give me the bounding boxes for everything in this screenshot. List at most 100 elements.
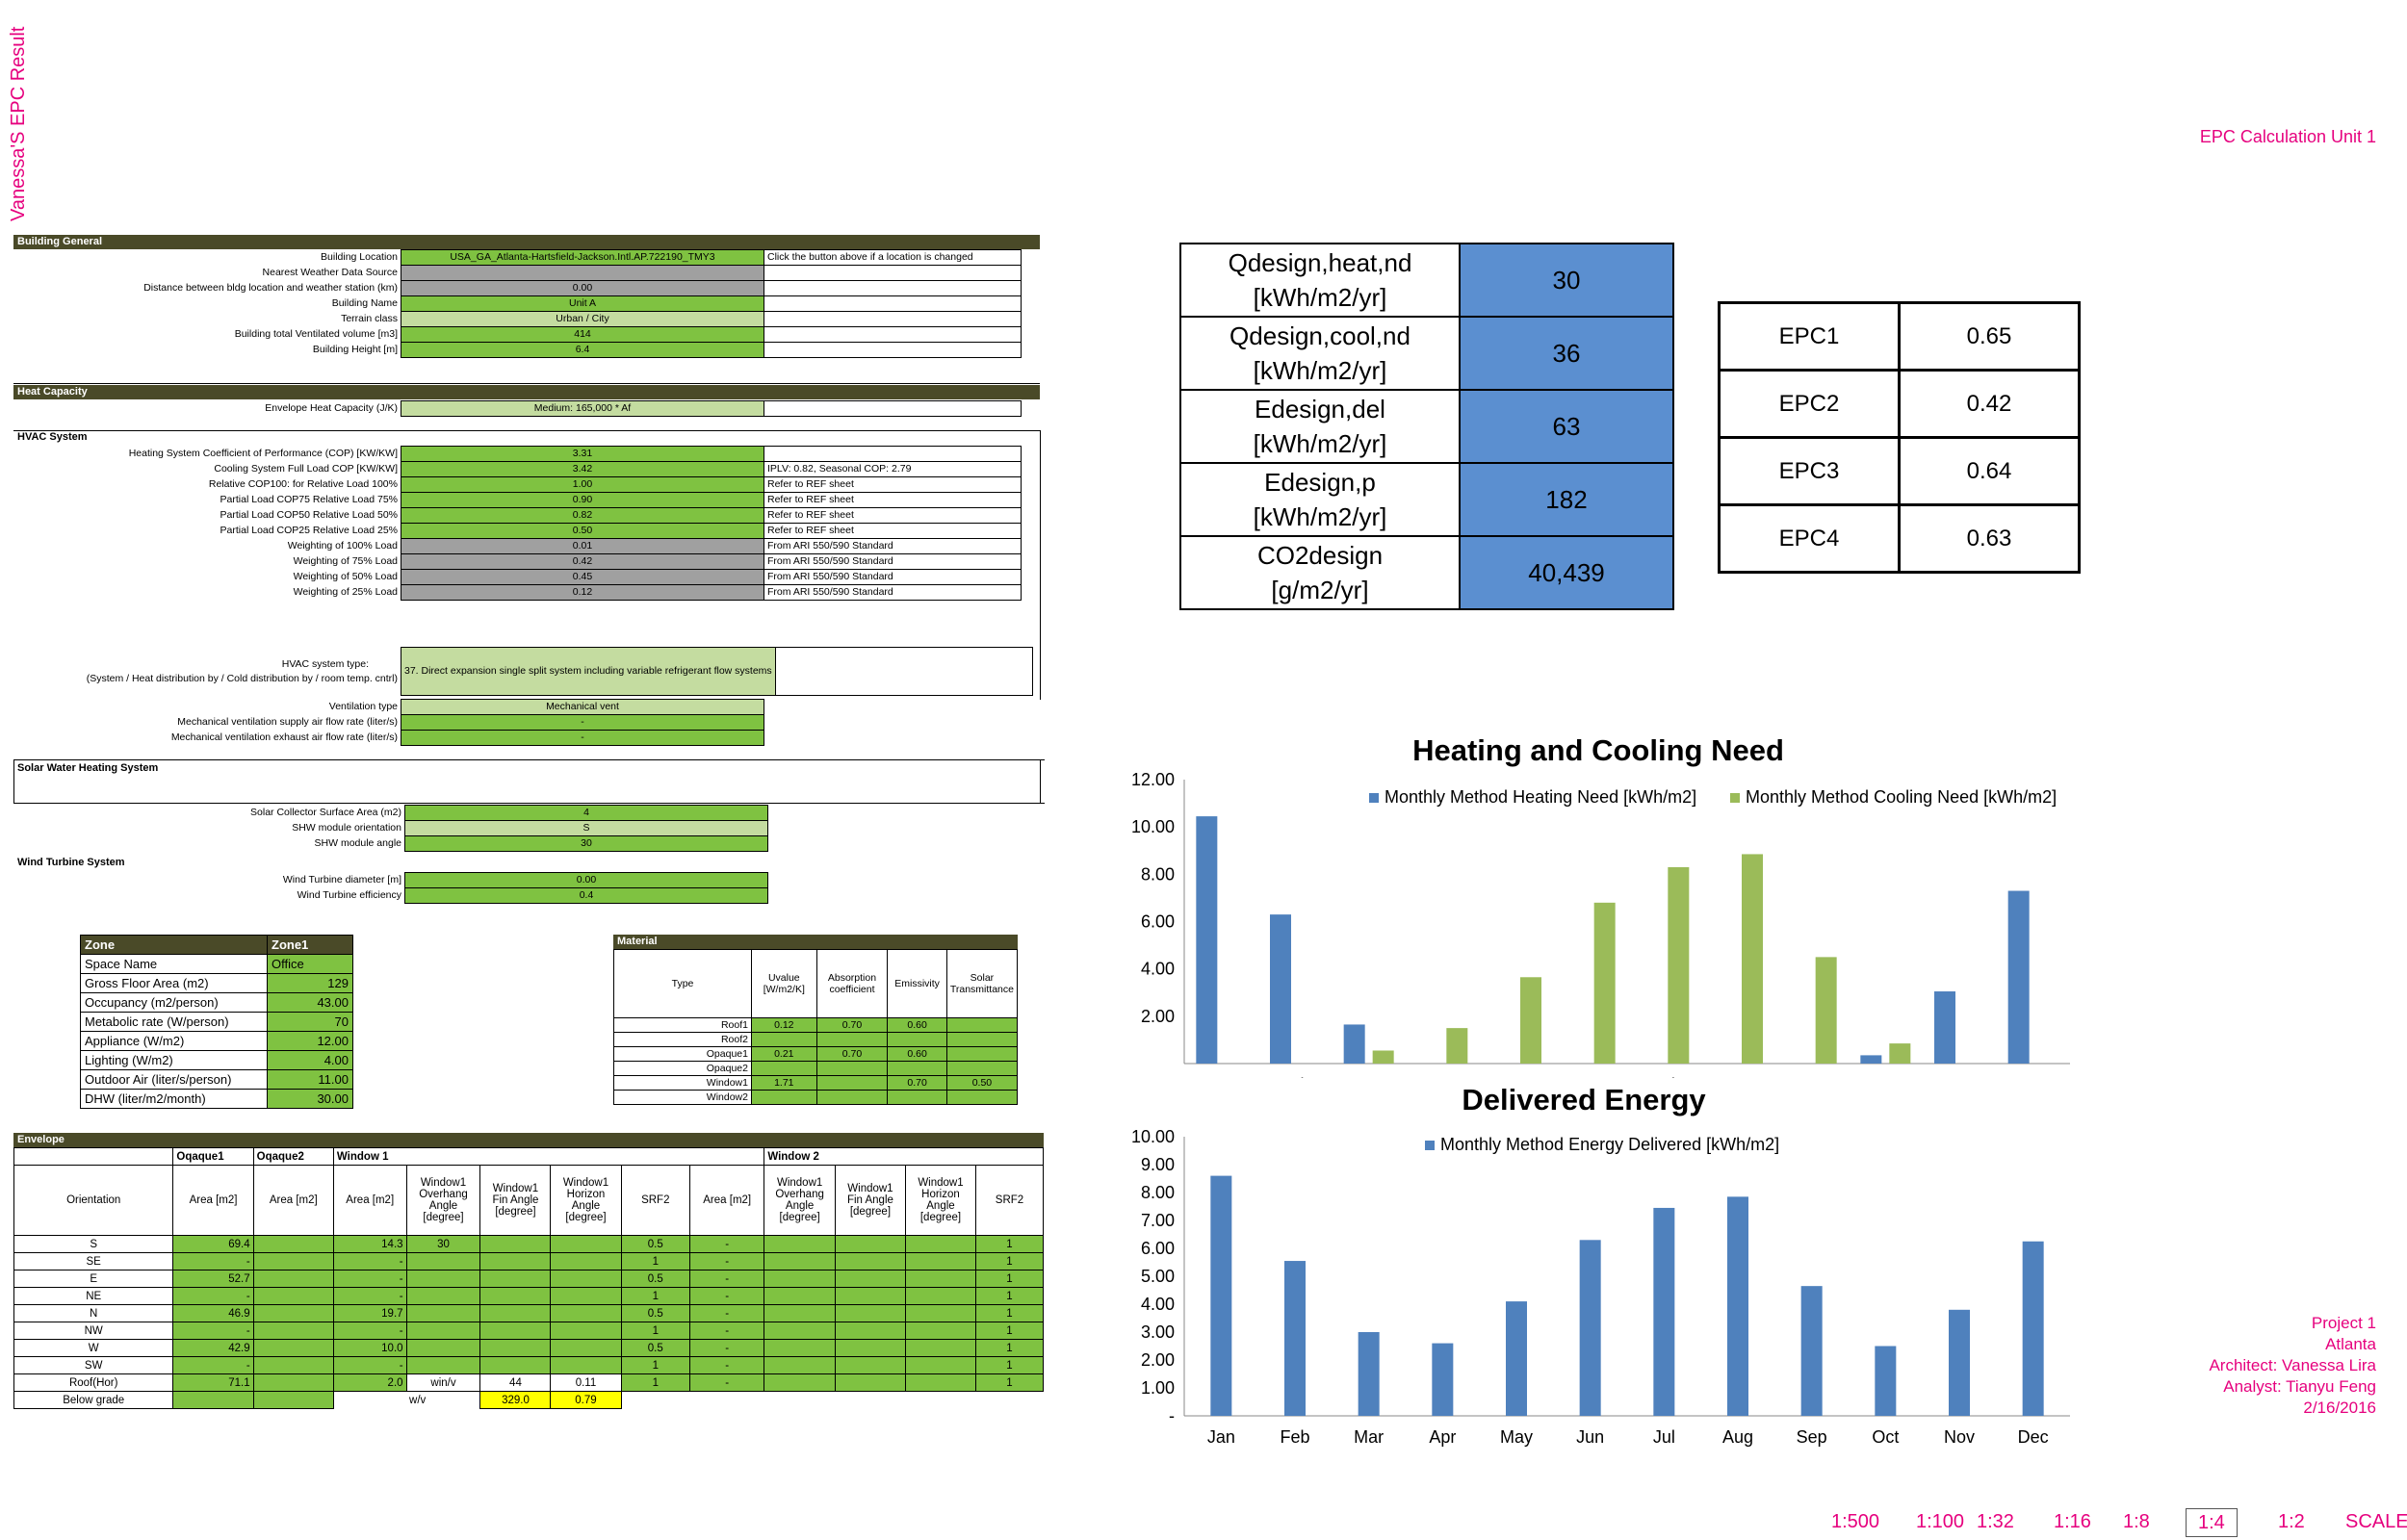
material-value[interactable] <box>945 1061 1019 1076</box>
envelope-value[interactable]: - <box>172 1287 254 1305</box>
material-value[interactable]: 1.71 <box>750 1075 817 1091</box>
envelope-value[interactable]: 2.0 <box>332 1373 407 1392</box>
material-value[interactable] <box>750 1061 817 1076</box>
envelope-value[interactable] <box>252 1235 334 1253</box>
envelope-value[interactable]: - <box>689 1304 765 1322</box>
envelope-value[interactable]: 0.5 <box>620 1235 691 1253</box>
envelope-value[interactable] <box>764 1356 836 1374</box>
material-value[interactable] <box>945 1017 1019 1033</box>
zone-value[interactable]: 4.00 <box>267 1050 353 1070</box>
envelope-value[interactable] <box>834 1356 906 1374</box>
envelope-value[interactable] <box>479 1235 552 1253</box>
envelope-value[interactable] <box>764 1287 836 1305</box>
scale-option[interactable]: 1:4 <box>2186 1508 2238 1537</box>
parameter-value[interactable]: 0.4 <box>404 887 768 904</box>
envelope-value[interactable] <box>479 1356 552 1374</box>
parameter-value[interactable]: 0.00 <box>401 280 764 296</box>
envelope-value[interactable]: 1 <box>620 1356 691 1374</box>
envelope-value[interactable]: - <box>689 1322 765 1340</box>
zone-value[interactable]: 30.00 <box>267 1089 353 1109</box>
envelope-value[interactable]: 1 <box>620 1322 691 1340</box>
envelope-value[interactable] <box>405 1270 481 1288</box>
envelope-value[interactable]: 14.3 <box>332 1235 407 1253</box>
envelope-value[interactable] <box>252 1304 334 1322</box>
envelope-value[interactable]: 0.5 <box>620 1270 691 1288</box>
material-value[interactable] <box>815 1032 889 1047</box>
parameter-value[interactable]: 3.42 <box>401 461 764 477</box>
envelope-value[interactable]: 0.5 <box>620 1304 691 1322</box>
envelope-value[interactable] <box>550 1322 622 1340</box>
envelope-value[interactable] <box>904 1322 976 1340</box>
parameter-value[interactable]: 0.90 <box>401 492 764 508</box>
material-value[interactable]: 0.50 <box>945 1075 1019 1091</box>
envelope-value[interactable]: - <box>689 1235 765 1253</box>
scale-option[interactable]: SCALE <box>2345 1511 2407 1532</box>
envelope-value[interactable] <box>252 1270 334 1288</box>
envelope-value[interactable]: - <box>172 1356 254 1374</box>
envelope-value[interactable]: - <box>332 1322 407 1340</box>
envelope-value[interactable]: - <box>332 1252 407 1270</box>
envelope-value[interactable]: 1 <box>620 1252 691 1270</box>
material-value[interactable]: 0.12 <box>750 1017 817 1033</box>
material-value[interactable]: 0.60 <box>887 1017 947 1033</box>
parameter-value[interactable]: 0.01 <box>401 538 764 554</box>
envelope-value[interactable]: 42.9 <box>172 1339 254 1357</box>
envelope-value[interactable] <box>904 1235 976 1253</box>
envelope-value[interactable]: win/v <box>405 1373 481 1392</box>
envelope-value[interactable] <box>834 1373 906 1392</box>
parameter-value[interactable]: 414 <box>401 326 764 343</box>
zone-value[interactable]: 70 <box>267 1012 353 1032</box>
envelope-value[interactable] <box>764 1373 836 1392</box>
envelope-value[interactable]: 0.5 <box>620 1339 691 1357</box>
zone-value[interactable]: 12.00 <box>267 1031 353 1051</box>
envelope-value[interactable] <box>764 1304 836 1322</box>
envelope-value[interactable]: 1 <box>620 1373 691 1392</box>
parameter-value[interactable]: Medium: 165,000 * Af <box>401 400 764 417</box>
envelope-value[interactable]: - <box>689 1356 765 1374</box>
envelope-value[interactable] <box>252 1356 334 1374</box>
scale-option[interactable]: 1:32 <box>1977 1511 2014 1532</box>
envelope-value[interactable] <box>550 1235 622 1253</box>
material-value[interactable] <box>815 1090 889 1105</box>
envelope-value[interactable]: - <box>332 1287 407 1305</box>
zone-value[interactable]: Office <box>267 954 353 974</box>
envelope-value[interactable] <box>252 1373 334 1392</box>
envelope-value[interactable]: 0.11 <box>550 1373 622 1392</box>
envelope-value[interactable]: 10.0 <box>332 1339 407 1357</box>
envelope-value[interactable] <box>252 1391 334 1409</box>
parameter-value[interactable]: 0.50 <box>401 523 764 539</box>
envelope-value[interactable]: 19.7 <box>332 1304 407 1322</box>
envelope-value[interactable] <box>405 1304 481 1322</box>
material-value[interactable] <box>945 1046 1019 1062</box>
parameter-value[interactable]: 0.00 <box>404 872 768 888</box>
envelope-value[interactable]: 1 <box>974 1356 1045 1374</box>
envelope-value[interactable]: 1 <box>620 1287 691 1305</box>
scale-option[interactable]: 1:8 <box>2123 1511 2150 1532</box>
material-value[interactable] <box>945 1032 1019 1047</box>
envelope-value[interactable] <box>550 1287 622 1305</box>
parameter-value[interactable]: - <box>401 714 764 731</box>
envelope-value[interactable]: - <box>172 1322 254 1340</box>
material-value[interactable] <box>887 1032 947 1047</box>
envelope-value[interactable]: - <box>689 1373 765 1392</box>
parameter-value[interactable]: 0.45 <box>401 569 764 585</box>
envelope-value[interactable] <box>550 1252 622 1270</box>
parameter-value[interactable]: 0.82 <box>401 507 764 524</box>
material-value[interactable] <box>887 1090 947 1105</box>
material-value[interactable] <box>945 1090 1019 1105</box>
hvac-type-value[interactable]: 37. Direct expansion single split system… <box>401 647 776 696</box>
envelope-value[interactable]: - <box>332 1270 407 1288</box>
envelope-value[interactable]: 1 <box>974 1322 1045 1340</box>
envelope-value[interactable]: - <box>689 1339 765 1357</box>
envelope-value[interactable] <box>834 1339 906 1357</box>
envelope-value[interactable]: 1 <box>974 1287 1045 1305</box>
material-value[interactable]: 0.70 <box>815 1017 889 1033</box>
envelope-value[interactable] <box>904 1356 976 1374</box>
envelope-value[interactable]: 44 <box>479 1373 552 1392</box>
parameter-value[interactable]: 6.4 <box>401 342 764 358</box>
envelope-value[interactable]: 1 <box>974 1304 1045 1322</box>
envelope-value[interactable] <box>834 1304 906 1322</box>
envelope-value[interactable] <box>405 1287 481 1305</box>
envelope-value[interactable]: 1 <box>974 1339 1045 1357</box>
envelope-value[interactable] <box>834 1270 906 1288</box>
